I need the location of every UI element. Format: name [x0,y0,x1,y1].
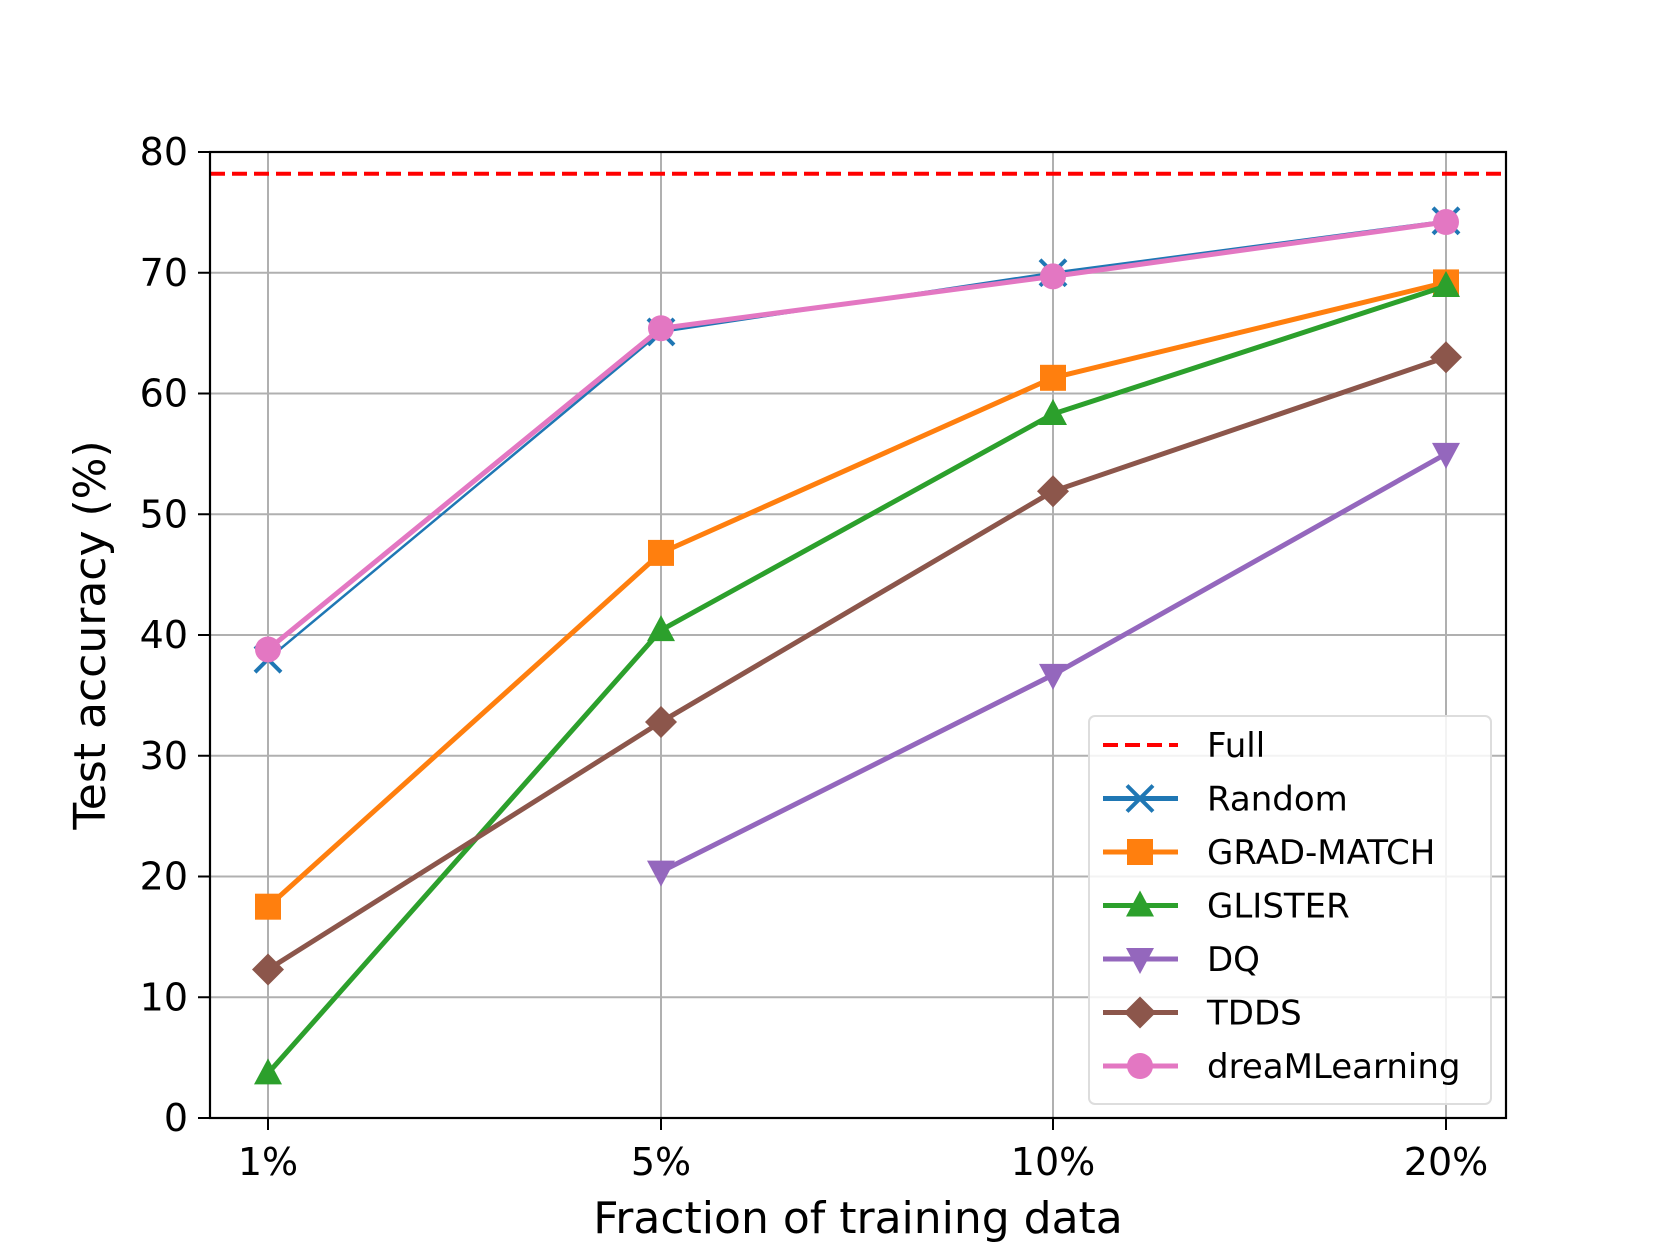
data-point-tdds [1037,475,1069,508]
y-tick-label: 30 [140,734,188,778]
data-point-glister [1039,399,1067,426]
legend-label: GRAD-MATCH [1207,833,1435,873]
legend-box [1088,715,1492,1105]
y-tick-label: 70 [140,251,188,295]
legend-marker [1126,948,1154,974]
y-tick-label: 0 [164,1096,188,1140]
legend-marker [1127,839,1153,865]
legend-label: TDDS [1206,994,1302,1034]
y-axis-label: Test accuracy (%) [65,440,116,830]
legend-marker [1126,890,1154,917]
series-dq [647,442,1460,887]
x-tick-label: 1% [238,1140,298,1184]
legend-marker [1125,784,1155,813]
data-point-glister [254,1058,282,1085]
legend-entry-dreamlearning: dreaMLearning [1103,1047,1461,1087]
axis-ticks: 0 10 20 30 40 50 60 70 80 1% 5% 10% 20% [140,130,1489,1184]
y-tick-label: 50 [140,492,188,536]
x-tick-label: 20% [1404,1140,1488,1184]
data-point-dreamlearning [1040,263,1066,290]
data-point-dq [647,860,675,887]
data-point-dreamlearning [255,636,281,663]
legend-label: Random [1207,780,1348,820]
y-tick-label: 10 [140,975,188,1019]
data-point-grad-match [648,539,674,566]
series-line-random [267,219,1447,661]
data-point-grad-match [1040,364,1066,391]
y-tick-label: 80 [140,130,188,174]
legend-label: Full [1207,726,1265,766]
series-glister [254,271,1460,1085]
y-tick-label: 60 [140,372,188,416]
data-point-dq [1432,442,1460,469]
y-tick-label: 40 [140,613,188,657]
legend-entry-glister: GLISTER [1103,887,1350,927]
x-tick-label: 10% [1011,1140,1095,1184]
data-point-dreamlearning [1433,209,1459,236]
legend-entry-dq: DQ [1103,940,1260,980]
series-line-glister [266,283,1447,1075]
legend-marker [1127,1053,1153,1079]
data-point-tdds [645,705,677,738]
data-point-glister [1432,271,1460,298]
series-line-dreamlearning [266,219,1447,652]
data-point-glister [647,615,675,642]
legend-entry-random: Random [1103,780,1348,820]
data-point-grad-match [255,893,281,920]
series-line-grad-match [266,279,1447,909]
data-point-tdds [252,953,284,986]
y-tick-label: 20 [140,855,188,899]
legend-marker [1124,996,1156,1029]
series-line-tdds [266,354,1447,972]
legend-entry-grad-match: GRAD-MATCH [1103,833,1435,873]
x-axis-label: Fraction of training data [593,1193,1123,1244]
series-lines [252,206,1462,1085]
legend: Full Random GRAD-MATCH GLISTER DQ TDDS dreaMLe… [1088,715,1492,1105]
legend-label: DQ [1207,940,1260,980]
series-random [253,206,1461,674]
legend-label: dreaMLearning [1207,1047,1461,1087]
legend-label: GLISTER [1207,887,1350,927]
data-point-dq [1039,663,1067,690]
legend-entry-full: Full [1103,726,1265,766]
legend-entry-tdds: TDDS [1103,994,1302,1034]
x-tick-label: 5% [631,1140,691,1184]
data-point-dreamlearning [648,315,674,342]
data-point-tdds [1430,341,1462,374]
series-tdds [252,341,1462,986]
series-dreamlearning [255,209,1459,663]
